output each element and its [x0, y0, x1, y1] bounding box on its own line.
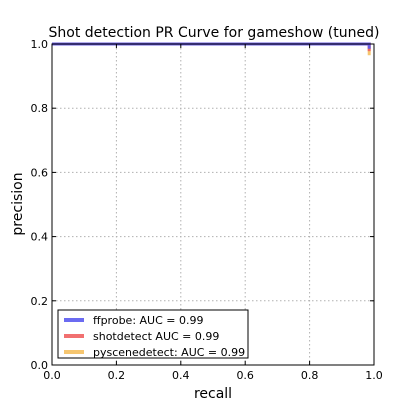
legend: ffprobe: AUC = 0.99 shotdetect AUC = 0.99…: [57, 309, 249, 359]
series-line-0: [52, 42, 371, 49]
legend-box: [57, 309, 249, 359]
y-tick-label: 1.0: [31, 38, 49, 51]
x-tick-label: 0.0: [43, 369, 61, 382]
y-tick-label: 0.2: [31, 295, 49, 308]
legend-label: shotdetect AUC = 0.99: [93, 330, 219, 343]
y-tick-label: 0.0: [31, 359, 49, 372]
legend-label: pyscenedetect: AUC = 0.99: [93, 346, 245, 359]
y-axis-label: precision: [10, 172, 26, 235]
legend-label: ffprobe: AUC = 0.99: [93, 314, 203, 327]
x-axis-label: recall: [194, 386, 232, 402]
series-line-2: [52, 42, 371, 56]
y-tick-label: 0.8: [31, 102, 49, 115]
axis-ticks: 0.0 0.2 0.4 0.6 0.8 1.0 0.0 0.2 0.4 0.6 0.8 1.0: [31, 38, 383, 382]
x-tick-label: 0.6: [236, 369, 254, 382]
plot-frame: [51, 43, 375, 366]
grid: [52, 44, 374, 365]
x-tick-label: 0.2: [108, 369, 126, 382]
y-tick-label: 0.6: [31, 166, 49, 179]
chart-title: Shot detection PR Curve for gameshow (tu…: [49, 25, 380, 41]
x-tick-label: 0.4: [172, 369, 190, 382]
x-tick-label: 0.8: [301, 369, 319, 382]
series-lines: [52, 42, 371, 56]
y-tick-label: 0.4: [31, 231, 49, 244]
x-tick-label: 1.0: [365, 369, 383, 382]
